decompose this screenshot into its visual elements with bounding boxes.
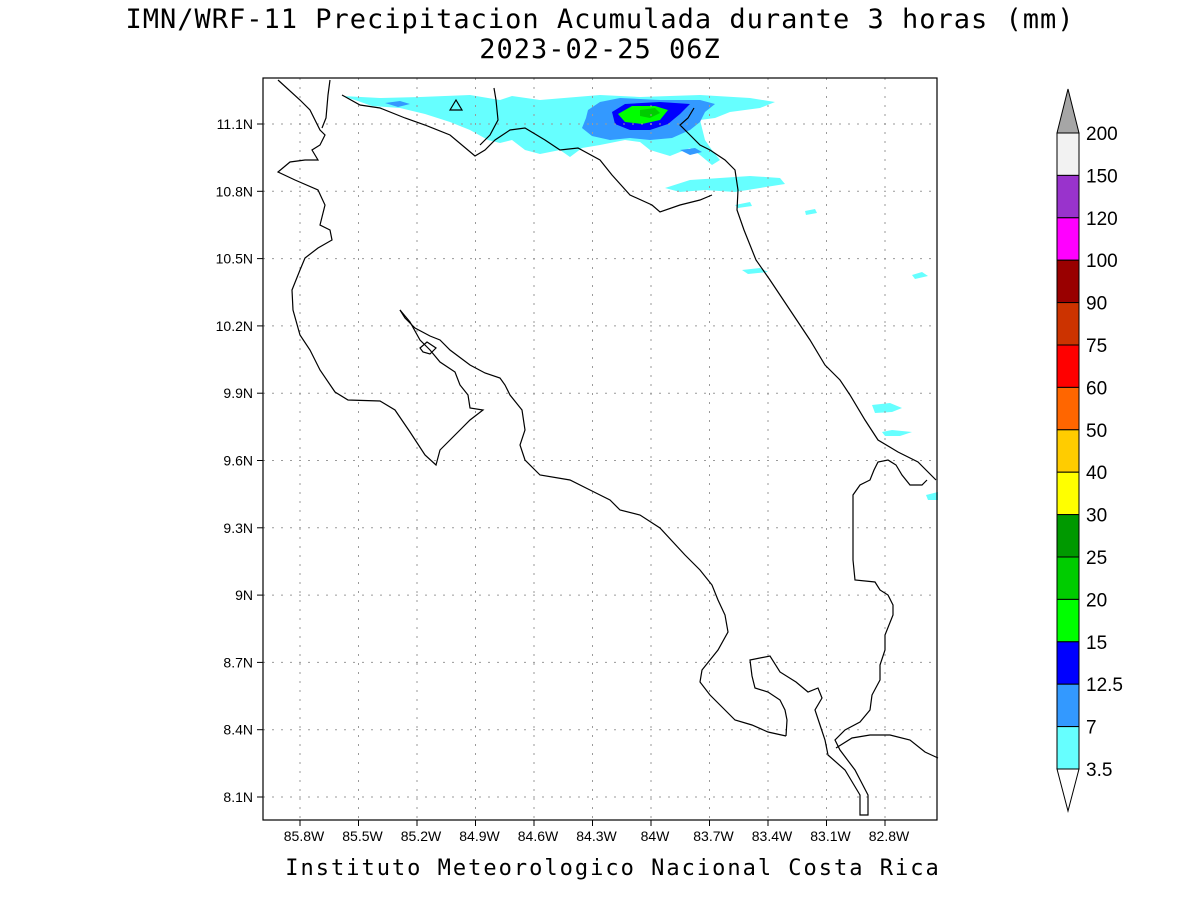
map-content: [263, 78, 939, 820]
graticule: [263, 78, 937, 820]
lon-tick-label: 85.5W: [342, 828, 383, 844]
colorbar-swatch: [1056, 259, 1080, 304]
lon-tick-label: 84W: [641, 828, 671, 844]
colorbar-swatch: [1056, 683, 1080, 728]
colorbar-swatch: [1056, 514, 1080, 558]
colorbar-label: 12.5: [1086, 675, 1123, 696]
precip-cyan-patch: [926, 492, 938, 500]
lat-tick-label: 9.9N: [223, 385, 253, 401]
colorbar-label: 15: [1086, 633, 1107, 654]
colorbar-swatch: [1056, 344, 1080, 388]
colorbar-label: 3.5: [1086, 760, 1112, 781]
precip-cyan-patch: [912, 272, 928, 279]
footer-credit: Instituto Meteorologico Nacional Costa R…: [285, 856, 941, 881]
colorbar-label: 60: [1086, 378, 1107, 399]
coastline-lake-nicaragua: [448, 98, 464, 111]
precip-cyan-patch: [805, 209, 817, 215]
colorbar-label: 100: [1086, 251, 1118, 272]
lat-tick-label: 8.1N: [223, 789, 253, 805]
colorbar-label: 20: [1086, 590, 1107, 611]
colorbar-under-triangle: [1056, 768, 1080, 813]
lon-tick-label: 84.9W: [459, 828, 500, 844]
lat-tick-label: 9N: [235, 587, 253, 603]
coastline-caribbean: [679, 107, 937, 481]
colorbar-swatch: [1056, 429, 1080, 473]
lon-tick-label: 84.6W: [518, 828, 559, 844]
coastline: [276, 79, 939, 816]
colorbar-label: 90: [1086, 294, 1107, 315]
colorbar-label: 50: [1086, 421, 1107, 442]
map-title: IMN/WRF-11 Precipitacion Acumulada duran…: [125, 4, 1075, 35]
colorbar-swatch: [1056, 132, 1080, 176]
precip-cyan-patch: [735, 202, 752, 208]
lat-tick-label: 8.4N: [223, 722, 253, 738]
colorbar-swatch: [1056, 217, 1080, 261]
colorbar-label: 75: [1086, 336, 1107, 357]
axis-labels: 11.1N 10.8N 10.5N 10.2N 9.9N 9.6N 9.3N 9N 8.7N 8.…: [216, 116, 910, 844]
colorbar-swatch: [1056, 302, 1080, 346]
border-nicaragua: [341, 94, 713, 213]
precip-cyan-patch: [882, 430, 912, 436]
colorbar-swatch: [1056, 174, 1080, 219]
precip-cyan-patch: [742, 268, 768, 274]
colorbar-over-triangle: [1056, 88, 1080, 134]
colorbar-label: 150: [1086, 166, 1118, 187]
lon-tick-label: 85.2W: [401, 828, 442, 844]
precip-cyan-patch: [665, 176, 785, 192]
lat-tick-label: 9.6N: [223, 453, 253, 469]
colorbar-label: 200: [1086, 124, 1118, 145]
precip-lightblue: [680, 148, 702, 155]
lat-tick-label: 8.7N: [223, 654, 253, 670]
colorbar-swatch: [1056, 641, 1080, 685]
lon-tick-label: 83.1W: [810, 828, 851, 844]
lat-tick-label: 11.1N: [217, 116, 253, 132]
map-subtitle-date: 2023-02-25 06Z: [479, 34, 721, 65]
precip-lightblue: [385, 101, 410, 107]
coastline-southeast: [835, 734, 939, 759]
coastline-pacific-nw: [276, 79, 485, 467]
lon-tick-label: 84.3W: [576, 828, 617, 844]
lat-tick-label: 9.3N: [223, 520, 253, 536]
lat-tick-label: 10.8N: [216, 183, 253, 199]
coastline-lake: [419, 341, 437, 355]
coastline-peninsula-osa: [749, 459, 928, 816]
precip-cyan-patch: [872, 403, 902, 413]
lon-tick-label: 83.7W: [693, 828, 734, 844]
colorbar-swatch: [1056, 556, 1080, 600]
colorbar-label: 25: [1086, 548, 1107, 569]
border-nicaragua-shore: [479, 87, 499, 146]
colorbar-label: 40: [1086, 463, 1107, 484]
precipitation-field: [342, 95, 938, 500]
lon-tick-label: 82.8W: [869, 828, 910, 844]
lon-tick-label: 83.4W: [752, 828, 793, 844]
lat-tick-label: 10.2N: [216, 318, 253, 334]
colorbar-swatch: [1056, 471, 1080, 516]
colorbar-label: 120: [1086, 209, 1118, 230]
precip-darkgreen: [640, 108, 660, 118]
colorbar-label: 7: [1086, 718, 1097, 739]
coastline-nicaragua: [321, 79, 331, 129]
colorbar-swatch: [1056, 598, 1080, 643]
lat-tick-label: 10.5N: [216, 251, 253, 267]
colorbar-label: 30: [1086, 506, 1107, 527]
colorbar: 200 150 120 100 90 75 60 50 40 30 25 20 15 12.5 7 3.5: [1056, 88, 1123, 813]
colorbar-swatch: [1056, 386, 1080, 431]
colorbar-swatch: [1056, 726, 1080, 770]
map-frame: [262, 77, 938, 821]
coastline-gulf-nicoya: [399, 309, 787, 737]
lon-tick-label: 85.8W: [284, 828, 325, 844]
